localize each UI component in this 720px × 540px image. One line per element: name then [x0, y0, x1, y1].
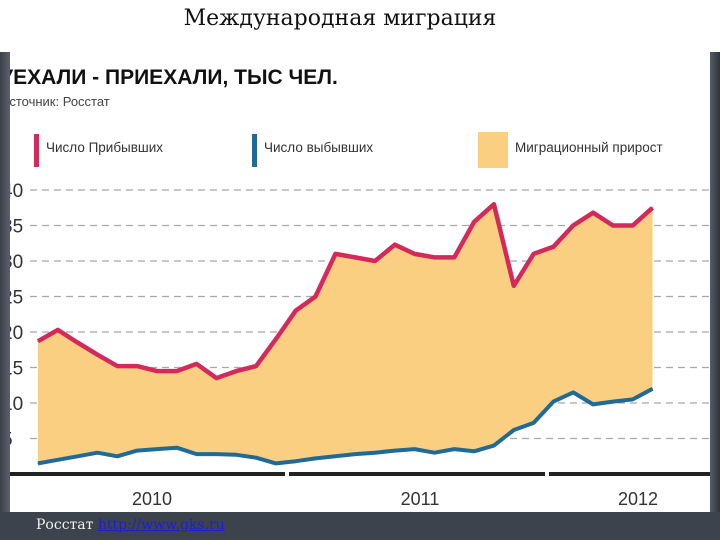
point-departures	[572, 391, 574, 393]
point-arrivals	[275, 338, 277, 340]
migration-chart: УЕХАЛИ - ПРИЕХАЛИ, ТЫС ЧЕЛ. Источник: Ро…	[0, 66, 712, 509]
slide-frame-bottom	[0, 512, 720, 540]
point-arrivals	[196, 363, 198, 365]
point-departures	[235, 454, 237, 456]
point-departures	[334, 455, 336, 457]
point-departures	[433, 452, 435, 454]
point-arrivals	[156, 370, 158, 372]
point-departures	[632, 398, 634, 400]
point-arrivals	[295, 310, 297, 312]
point-arrivals	[433, 256, 435, 258]
point-departures	[394, 450, 396, 452]
point-departures	[196, 453, 198, 455]
legend-label-increase: Миграционный прирост	[515, 140, 663, 155]
point-departures	[37, 462, 39, 464]
year-bar-2010	[0, 472, 285, 476]
year-bar-2011	[289, 472, 545, 476]
slide-frame-right	[710, 52, 720, 540]
point-departures	[453, 448, 455, 450]
point-arrivals	[652, 207, 654, 209]
point-arrivals	[414, 253, 416, 255]
slide-title: Международная миграция	[183, 6, 497, 31]
point-departures	[57, 459, 59, 461]
point-departures	[255, 457, 257, 459]
point-departures	[77, 455, 79, 457]
point-departures	[652, 388, 654, 390]
point-departures	[354, 453, 356, 455]
point-departures	[493, 445, 495, 447]
point-departures	[136, 450, 138, 452]
footer-source: Росстат	[36, 517, 94, 533]
legend-swatch-departures	[252, 134, 257, 167]
point-arrivals	[374, 260, 376, 262]
point-departures	[612, 401, 614, 403]
point-departures	[552, 401, 554, 403]
point-arrivals	[255, 365, 257, 367]
point-arrivals	[77, 342, 79, 344]
legend-label-departures: Число выбывших	[264, 140, 373, 155]
point-arrivals	[473, 221, 475, 223]
year-bar-2012	[549, 472, 712, 476]
point-departures	[592, 403, 594, 405]
point-arrivals	[37, 340, 39, 342]
point-departures	[295, 460, 297, 462]
legend-label-arrivals: Число Прибывших	[46, 140, 163, 155]
point-arrivals	[116, 365, 118, 367]
chart-panel: УЕХАЛИ - ПРИЕХАЛИ, ТЫС ЧЕЛ. Источник: Ро…	[0, 52, 712, 512]
point-arrivals	[592, 212, 594, 214]
point-departures	[215, 453, 217, 455]
series-line-departures	[37, 387, 654, 466]
point-departures	[116, 455, 118, 457]
point-arrivals	[493, 203, 495, 205]
point-arrivals	[513, 285, 515, 287]
point-departures	[315, 457, 317, 459]
point-arrivals	[552, 246, 554, 248]
chart-subtitle: Источник: Росстат	[0, 94, 110, 109]
point-arrivals	[612, 225, 614, 226]
chart-title: УЕХАЛИ - ПРИЕХАЛИ, ТЫС ЧЕЛ.	[0, 66, 338, 89]
point-departures	[374, 452, 376, 454]
point-departures	[473, 450, 475, 452]
point-arrivals	[96, 354, 98, 356]
point-departures	[156, 448, 158, 450]
point-arrivals	[354, 256, 356, 258]
slide-footer: Росстат http://www.gks.ru	[36, 517, 225, 533]
legend-swatch-increase	[478, 132, 508, 168]
point-departures	[96, 452, 98, 454]
point-departures	[176, 447, 178, 449]
point-arrivals	[315, 296, 317, 297]
point-arrivals	[572, 225, 574, 226]
point-arrivals	[533, 253, 535, 255]
point-arrivals	[394, 244, 396, 246]
slide-frame-left	[0, 52, 10, 540]
point-arrivals	[235, 370, 237, 372]
footer-link[interactable]: http://www.gks.ru	[97, 517, 225, 533]
year-axis: 2010 2011 2012	[0, 472, 712, 509]
point-arrivals	[632, 225, 634, 226]
plot-area	[36, 201, 654, 466]
point-arrivals	[215, 377, 217, 379]
point-departures	[414, 448, 416, 450]
point-arrivals	[453, 256, 455, 258]
series-line-arrivals	[36, 201, 654, 381]
year-label-2011: 2011	[401, 489, 440, 509]
point-arrivals	[57, 329, 59, 331]
point-arrivals	[334, 253, 336, 255]
legend-swatch-arrivals	[34, 134, 39, 167]
migration-increase-area	[38, 204, 653, 464]
year-label-2010: 2010	[132, 489, 172, 509]
point-arrivals	[136, 365, 138, 367]
point-arrivals	[176, 370, 178, 372]
point-departures	[275, 462, 277, 464]
year-label-2012: 2012	[618, 489, 658, 509]
point-departures	[533, 422, 535, 424]
point-departures	[513, 429, 515, 431]
